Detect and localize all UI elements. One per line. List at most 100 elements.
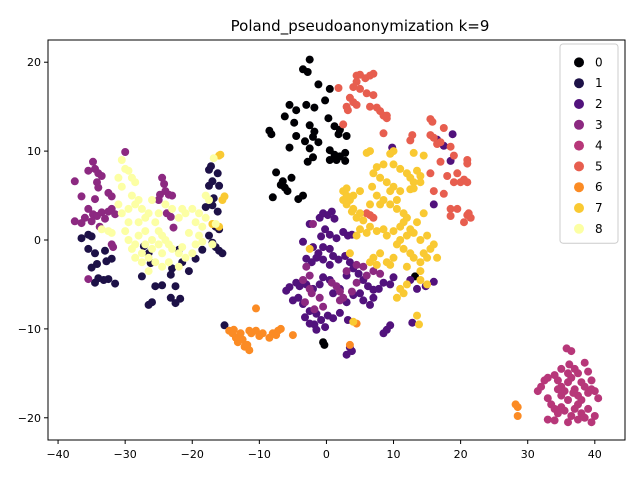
data-point-series-2 bbox=[369, 293, 378, 302]
data-point-series-6 bbox=[245, 346, 254, 355]
data-point-series-0 bbox=[302, 100, 311, 109]
data-point-series-1 bbox=[171, 299, 180, 308]
data-point-series-1 bbox=[158, 281, 167, 290]
data-point-series-6 bbox=[252, 304, 260, 313]
data-point-series-1 bbox=[87, 232, 96, 241]
data-point-series-2 bbox=[408, 318, 417, 327]
data-point-series-2 bbox=[429, 200, 438, 209]
data-point-series-0 bbox=[303, 157, 312, 166]
x-tick-label: −30 bbox=[114, 448, 137, 461]
data-point-series-6 bbox=[252, 326, 260, 335]
data-point-series-3 bbox=[299, 276, 307, 284]
data-point-series-4 bbox=[587, 376, 596, 385]
data-point-series-7 bbox=[379, 225, 388, 234]
data-point-series-7 bbox=[345, 249, 354, 258]
x-tick-label: −20 bbox=[181, 448, 204, 461]
data-point-series-8 bbox=[131, 178, 140, 187]
data-point-series-5 bbox=[339, 120, 348, 129]
data-point-series-8 bbox=[151, 218, 160, 227]
data-point-series-1 bbox=[215, 181, 224, 190]
data-point-series-3 bbox=[169, 223, 178, 232]
data-point-series-8 bbox=[174, 213, 183, 222]
data-point-series-2 bbox=[319, 273, 328, 282]
data-point-series-8 bbox=[154, 209, 163, 218]
data-point-series-7 bbox=[352, 231, 361, 240]
data-point-series-7 bbox=[349, 191, 358, 200]
data-point-series-3 bbox=[70, 177, 79, 186]
data-point-series-3 bbox=[319, 302, 328, 311]
legend-marker bbox=[574, 119, 584, 130]
data-point-series-4 bbox=[553, 385, 562, 394]
data-point-series-4 bbox=[560, 406, 569, 415]
data-point-series-8 bbox=[124, 166, 133, 175]
data-point-series-6 bbox=[268, 329, 277, 338]
data-point-series-5 bbox=[428, 117, 437, 126]
data-point-series-8 bbox=[144, 209, 153, 218]
data-point-series-8 bbox=[161, 200, 170, 209]
data-point-series-2 bbox=[334, 255, 343, 264]
data-point-series-0 bbox=[305, 55, 314, 64]
data-point-series-2 bbox=[389, 273, 398, 282]
data-point-series-2 bbox=[301, 313, 309, 322]
data-point-series-2 bbox=[321, 323, 330, 332]
data-point-series-4 bbox=[564, 369, 572, 378]
data-point-series-0 bbox=[314, 80, 323, 89]
data-point-series-2 bbox=[312, 325, 321, 334]
data-point-series-5 bbox=[369, 213, 378, 222]
data-point-series-4 bbox=[587, 418, 596, 427]
data-point-series-1 bbox=[137, 272, 146, 281]
data-point-series-8 bbox=[124, 218, 133, 227]
data-point-series-7 bbox=[366, 222, 374, 231]
data-point-series-8 bbox=[127, 244, 136, 253]
data-point-series-0 bbox=[314, 138, 323, 147]
data-point-series-2 bbox=[386, 280, 395, 289]
data-point-series-0 bbox=[303, 68, 312, 76]
data-point-series-2 bbox=[359, 296, 368, 305]
data-point-series-1 bbox=[184, 267, 193, 276]
data-point-series-7 bbox=[396, 164, 405, 173]
data-point-series-3 bbox=[376, 269, 385, 278]
data-point-series-8 bbox=[191, 240, 200, 249]
data-point-series-1 bbox=[201, 203, 210, 212]
data-point-series-8 bbox=[198, 237, 207, 246]
legend-marker bbox=[574, 140, 584, 151]
data-point-series-6 bbox=[236, 329, 245, 338]
data-point-series-4 bbox=[564, 418, 572, 427]
y-tick-label: −20 bbox=[18, 412, 41, 425]
data-point-series-3 bbox=[310, 305, 319, 314]
legend-marker bbox=[574, 161, 584, 172]
data-point-series-7 bbox=[382, 231, 391, 240]
data-point-series-2 bbox=[356, 289, 364, 298]
data-point-series-2 bbox=[327, 207, 336, 216]
data-point-series-5 bbox=[436, 157, 445, 166]
data-point-series-4 bbox=[574, 369, 582, 378]
data-point-series-7 bbox=[415, 320, 423, 329]
legend-label: 7 bbox=[595, 201, 603, 215]
data-point-series-7 bbox=[392, 204, 401, 213]
data-point-series-0 bbox=[321, 96, 330, 105]
x-tick-label: 40 bbox=[588, 448, 602, 461]
data-point-series-0 bbox=[267, 130, 276, 139]
legend-marker bbox=[574, 223, 584, 234]
data-point-series-8 bbox=[158, 262, 167, 271]
data-point-series-3 bbox=[158, 173, 167, 182]
data-point-series-0 bbox=[301, 137, 309, 146]
legend-marker bbox=[574, 99, 584, 109]
data-point-series-6 bbox=[345, 340, 354, 349]
data-point-series-3 bbox=[352, 260, 361, 269]
data-point-series-4 bbox=[543, 415, 552, 424]
x-tick-label: −10 bbox=[248, 448, 271, 461]
data-point-series-7 bbox=[416, 276, 425, 284]
data-point-series-7 bbox=[220, 192, 229, 201]
data-point-series-8 bbox=[117, 156, 126, 164]
data-point-series-8 bbox=[137, 204, 146, 213]
data-point-series-7 bbox=[399, 244, 408, 253]
data-point-series-6 bbox=[511, 400, 520, 409]
data-point-series-7 bbox=[409, 178, 418, 187]
data-point-series-7 bbox=[413, 218, 421, 227]
data-point-series-7 bbox=[349, 204, 358, 213]
data-point-series-7 bbox=[419, 209, 428, 218]
data-point-series-1 bbox=[91, 278, 99, 287]
data-point-series-5 bbox=[439, 189, 448, 198]
